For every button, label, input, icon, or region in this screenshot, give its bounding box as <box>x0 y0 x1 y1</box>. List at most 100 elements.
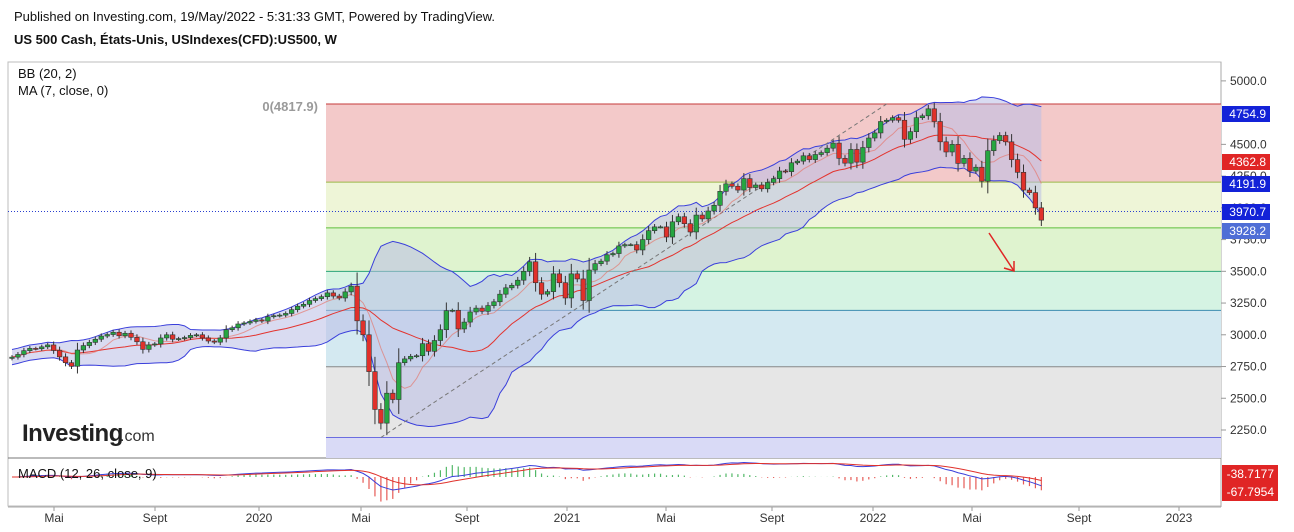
candle <box>991 135 997 156</box>
time-tick-label: Mai <box>962 511 981 525</box>
candle-body <box>294 305 301 310</box>
candle-body <box>705 210 711 220</box>
candle-body <box>741 178 747 191</box>
candle <box>634 241 640 254</box>
candle-body <box>247 321 253 324</box>
candle-body <box>491 301 497 306</box>
candle-body <box>598 260 604 264</box>
candle <box>396 348 402 414</box>
candle-body <box>306 300 313 305</box>
bb-indicator-label[interactable]: BB (20, 2) <box>18 66 77 81</box>
candle-body <box>431 340 438 352</box>
candle <box>1003 131 1009 146</box>
candle-body <box>384 392 390 424</box>
price-badge <box>1222 106 1270 122</box>
candle-body <box>610 253 616 256</box>
candle-body <box>628 244 634 246</box>
price-tick-label: 3500.0 <box>1230 264 1267 278</box>
candle <box>580 269 586 310</box>
candle-body <box>574 273 580 280</box>
candle-body <box>699 214 705 220</box>
candle <box>425 339 432 356</box>
candle <box>110 329 116 337</box>
candle <box>532 252 539 292</box>
candle-body <box>592 263 598 271</box>
candle <box>372 356 378 425</box>
candle <box>378 403 384 430</box>
candle <box>836 136 842 166</box>
time-tick-label: 2021 <box>554 511 581 525</box>
candle-body <box>586 269 592 301</box>
candle <box>193 333 200 338</box>
candle-body <box>866 137 872 148</box>
time-tick-label: Sept <box>143 511 168 525</box>
price-tick-label: 4500.0 <box>1230 137 1267 151</box>
macd-panel: -38.7177 -67.7954 <box>11 462 1278 502</box>
candle <box>604 251 610 265</box>
candle-body <box>289 309 295 314</box>
candle-body <box>479 307 485 312</box>
candle-body <box>390 392 396 400</box>
time-tick-label: 2022 <box>860 511 887 525</box>
candle <box>461 318 467 333</box>
candle-body <box>348 285 354 293</box>
candle-body <box>1008 141 1015 160</box>
candle-body <box>336 295 342 299</box>
candle <box>330 290 336 299</box>
candle-body <box>681 216 687 225</box>
candle-body <box>955 144 961 164</box>
candle <box>1020 164 1027 198</box>
candle-body <box>836 142 842 159</box>
candle-body <box>122 332 128 337</box>
macd-indicator-label[interactable]: MACD (12, 26, close, 9) <box>18 466 157 481</box>
candle <box>509 282 515 291</box>
candle <box>550 266 557 300</box>
candle-body <box>92 338 98 343</box>
arrow-shaft <box>988 232 1015 272</box>
candle <box>62 353 69 367</box>
candle-body <box>550 273 557 292</box>
time-tick-label: Sept <box>760 511 785 525</box>
price-badges: 4754.9 4362.8 4191.9 3970.7 3928.2 <box>1222 106 1270 239</box>
candle <box>925 104 931 120</box>
candle-body <box>931 108 937 122</box>
candle-body <box>193 334 200 337</box>
candle-body <box>723 183 729 192</box>
candle <box>104 332 110 339</box>
candle <box>830 139 836 152</box>
candle-body <box>1003 135 1009 143</box>
candle-body <box>669 221 676 238</box>
candle-body <box>860 147 866 163</box>
candle <box>146 341 152 353</box>
candle-body <box>556 273 562 284</box>
candle <box>878 115 884 139</box>
candle-body <box>895 117 902 121</box>
candle-body <box>271 315 277 318</box>
candle-body <box>735 185 741 191</box>
price-badge-label: 3970.7 <box>1229 205 1266 219</box>
candle <box>140 337 146 354</box>
candle-body <box>366 334 372 372</box>
candle <box>687 219 693 237</box>
candle <box>723 179 729 196</box>
candle <box>449 308 455 313</box>
candle <box>437 324 444 346</box>
candle <box>800 152 806 165</box>
ma-indicator-label[interactable]: MA (7, close, 0) <box>18 83 108 98</box>
candle-body <box>812 154 818 160</box>
candle <box>223 325 229 343</box>
candle-body <box>646 230 652 240</box>
candle-body <box>425 343 432 352</box>
candle-body <box>45 344 51 348</box>
candle-body <box>443 310 449 331</box>
investing-logo: Investing .com <box>22 420 155 447</box>
candle <box>277 313 283 318</box>
candle-body <box>711 204 717 212</box>
candle <box>592 259 598 274</box>
candle-body <box>146 344 152 350</box>
candle <box>170 331 176 343</box>
candle-body <box>68 362 75 367</box>
candle <box>961 155 967 167</box>
candle-body <box>437 329 444 341</box>
